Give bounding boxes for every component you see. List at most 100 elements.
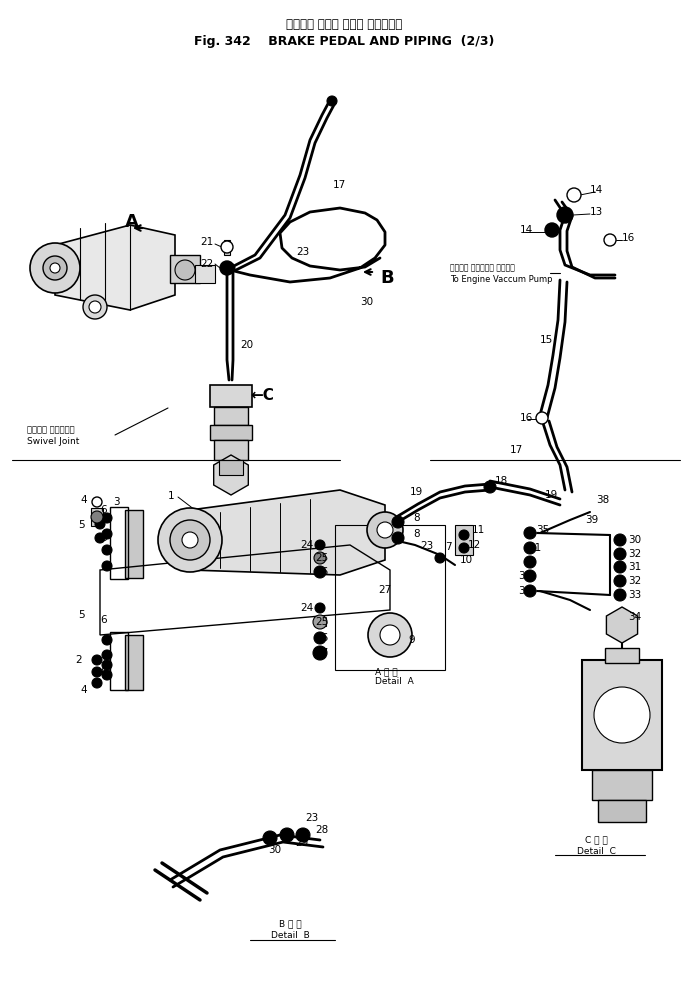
Circle shape <box>89 301 101 313</box>
Circle shape <box>315 540 325 550</box>
Circle shape <box>459 543 469 553</box>
Circle shape <box>280 828 294 842</box>
Circle shape <box>545 223 559 237</box>
Circle shape <box>43 256 67 280</box>
Circle shape <box>158 508 222 572</box>
Text: 26: 26 <box>315 633 328 643</box>
Text: 32: 32 <box>628 576 641 586</box>
Bar <box>582 660 662 770</box>
Text: 1: 1 <box>168 491 175 501</box>
Text: 8: 8 <box>413 529 420 539</box>
Text: 35: 35 <box>536 525 549 535</box>
Bar <box>314 618 326 626</box>
Text: 2: 2 <box>75 655 82 665</box>
Text: 23: 23 <box>420 541 433 551</box>
Text: 4: 4 <box>80 685 87 695</box>
Circle shape <box>314 632 326 644</box>
Bar <box>214 407 248 425</box>
Circle shape <box>50 263 60 273</box>
Bar <box>219 460 243 475</box>
Text: 3: 3 <box>113 497 120 507</box>
Circle shape <box>313 646 327 660</box>
Text: 29: 29 <box>295 838 308 848</box>
Text: 34: 34 <box>628 612 641 622</box>
Text: 25: 25 <box>315 553 328 563</box>
Text: 5: 5 <box>78 520 85 530</box>
Text: 40: 40 <box>523 557 536 567</box>
Circle shape <box>327 96 337 106</box>
Circle shape <box>536 412 548 424</box>
Text: Swivel Joint: Swivel Joint <box>27 437 79 447</box>
Text: 14: 14 <box>520 225 533 235</box>
Circle shape <box>92 497 102 507</box>
Bar <box>195 265 215 283</box>
Polygon shape <box>55 225 175 310</box>
Circle shape <box>102 529 112 539</box>
Text: 18: 18 <box>495 476 508 486</box>
Bar <box>91 508 103 526</box>
Circle shape <box>95 533 105 543</box>
Text: 38: 38 <box>596 495 610 505</box>
Bar <box>335 525 445 670</box>
Circle shape <box>594 687 650 743</box>
Circle shape <box>392 532 404 544</box>
Polygon shape <box>190 490 385 575</box>
Text: 37: 37 <box>518 571 531 581</box>
Polygon shape <box>214 455 248 495</box>
Circle shape <box>435 553 445 563</box>
Circle shape <box>92 678 102 688</box>
Bar <box>455 525 473 555</box>
Text: 33: 33 <box>628 590 641 600</box>
Text: B 詳 細: B 詳 細 <box>279 920 301 929</box>
Circle shape <box>102 635 112 645</box>
Circle shape <box>392 516 404 528</box>
Circle shape <box>524 570 536 582</box>
Circle shape <box>102 513 112 523</box>
Text: Fig. 342    BRAKE PEDAL AND PIPING  (2/3): Fig. 342 BRAKE PEDAL AND PIPING (2/3) <box>194 35 494 48</box>
Circle shape <box>614 534 626 546</box>
Bar <box>110 632 128 690</box>
Text: A 詳 細: A 詳 細 <box>375 668 398 677</box>
Text: B: B <box>380 269 394 287</box>
Text: 39: 39 <box>585 515 599 525</box>
Text: 26: 26 <box>315 567 328 577</box>
Text: A: A <box>125 213 139 231</box>
Circle shape <box>567 188 581 202</box>
Circle shape <box>614 548 626 560</box>
Circle shape <box>220 261 234 275</box>
Circle shape <box>614 589 626 601</box>
Text: 20: 20 <box>240 340 253 350</box>
Circle shape <box>102 670 112 680</box>
Circle shape <box>175 260 195 280</box>
Text: 16: 16 <box>622 233 635 243</box>
Bar <box>214 440 248 460</box>
Circle shape <box>524 556 536 568</box>
Circle shape <box>92 655 102 665</box>
Text: To Engine Vaccum Pump: To Engine Vaccum Pump <box>450 275 552 284</box>
Bar <box>170 255 200 283</box>
Text: 6: 6 <box>100 505 107 515</box>
Text: 25: 25 <box>315 617 328 627</box>
Polygon shape <box>606 607 638 643</box>
Circle shape <box>524 585 536 597</box>
Circle shape <box>263 831 277 845</box>
Bar <box>125 510 143 578</box>
Text: 6: 6 <box>100 615 107 625</box>
Circle shape <box>459 530 469 540</box>
Text: 12: 12 <box>468 540 481 550</box>
Circle shape <box>524 527 536 539</box>
Text: 14: 14 <box>590 185 603 195</box>
Circle shape <box>102 545 112 555</box>
Bar <box>592 770 652 800</box>
Text: 41: 41 <box>528 543 541 553</box>
Text: 13: 13 <box>590 207 603 217</box>
Circle shape <box>313 615 327 629</box>
Circle shape <box>315 603 325 613</box>
Circle shape <box>83 295 107 319</box>
Text: 9: 9 <box>408 635 415 645</box>
Circle shape <box>368 613 412 657</box>
Text: スイベル ジョイント: スイベル ジョイント <box>27 425 74 434</box>
Text: 19: 19 <box>410 487 423 497</box>
Text: 30: 30 <box>268 845 281 855</box>
Text: 16: 16 <box>520 413 533 423</box>
